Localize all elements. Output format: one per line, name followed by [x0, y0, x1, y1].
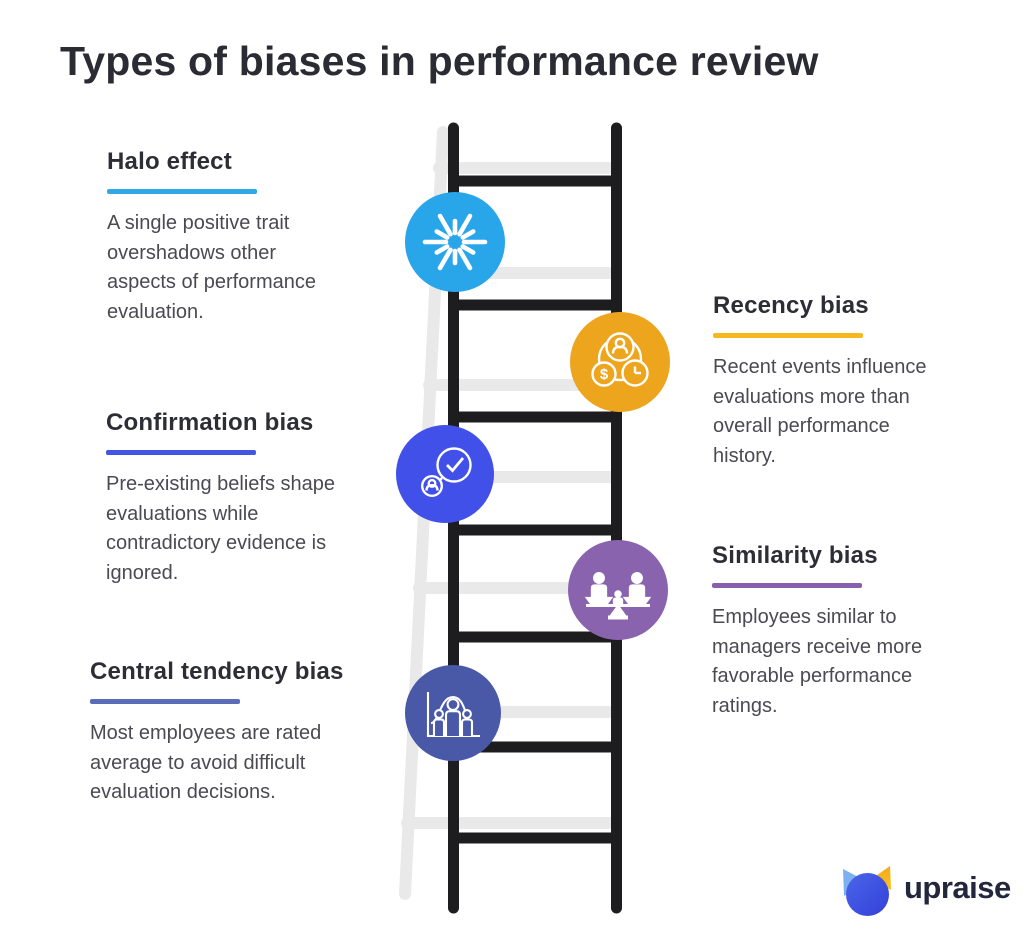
- person-money-clock-icon: $: [570, 312, 670, 412]
- page-title: Types of biases in performance review: [60, 38, 819, 84]
- accent-bar: [712, 583, 862, 588]
- upraise-logo-icon: [843, 866, 891, 916]
- section-recency-bias: Recency bias Recent events influence eva…: [713, 292, 958, 471]
- section-body: Most employees are rated average to avoi…: [90, 722, 322, 803]
- section-heading: Similarity bias: [712, 542, 878, 569]
- svg-text:$: $: [600, 366, 609, 383]
- section-body: Pre-existing beliefs shape evaluations w…: [106, 473, 336, 584]
- section-heading: Halo effect: [107, 148, 232, 175]
- brand-logo: upraise: [840, 861, 1011, 919]
- checkmark-person-icon: [396, 425, 494, 523]
- section-heading: Confirmation bias: [106, 409, 314, 436]
- section-heading: Recency bias: [713, 292, 869, 319]
- section-body: Employees similar to managers receive mo…: [712, 606, 923, 717]
- ladder-illustration: $: [388, 116, 688, 928]
- section-confirmation-bias: Confirmation bias Pre-existing beliefs s…: [106, 409, 346, 588]
- section-heading: Central tendency bias: [90, 658, 344, 685]
- brand-name: upraise: [904, 870, 1011, 905]
- balance-people-icon: [568, 540, 668, 640]
- section-similarity-bias: Similarity bias Employees similar to man…: [712, 542, 962, 721]
- accent-bar: [713, 333, 863, 338]
- section-central-tendency-bias: Central tendency bias Most employees are…: [90, 658, 355, 808]
- section-body: Recent events influence evaluations more…: [713, 356, 927, 467]
- starburst-icon: [405, 192, 505, 292]
- accent-bar: [107, 189, 257, 194]
- accent-bar: [90, 699, 240, 704]
- accent-bar: [106, 450, 256, 455]
- section-body: A single positive trait overshadows othe…: [107, 212, 316, 323]
- bell-curve-people-icon: [405, 665, 501, 761]
- section-halo-effect: Halo effect A single positive trait over…: [107, 148, 347, 327]
